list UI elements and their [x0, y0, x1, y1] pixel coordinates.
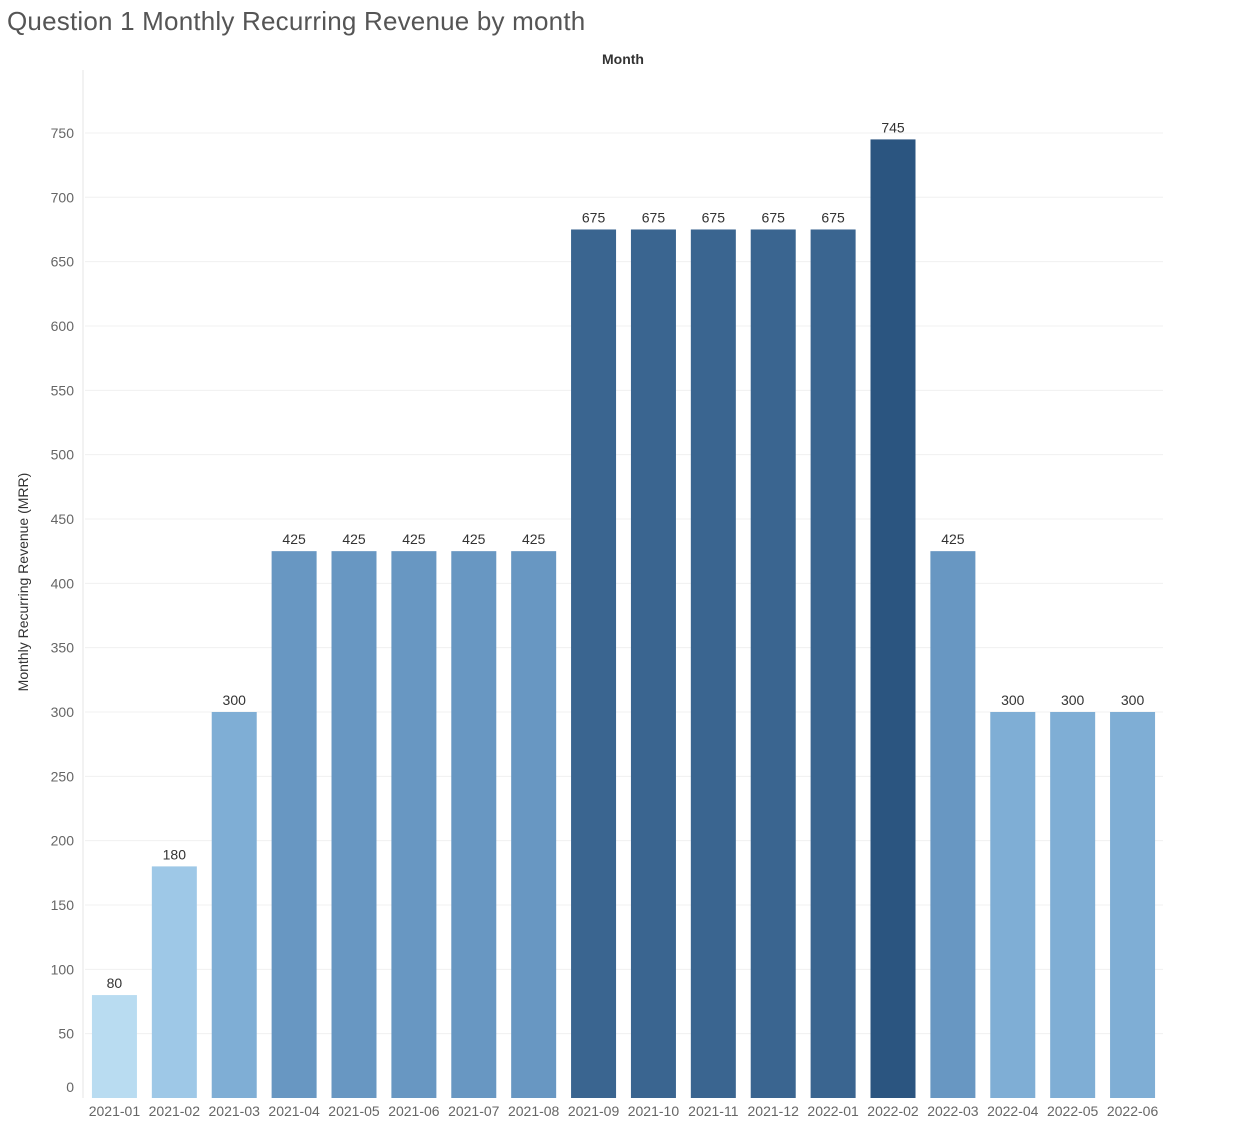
x-tick-label: 2021-10	[628, 1103, 680, 1119]
bars	[91, 139, 1156, 1099]
y-tick-label: 550	[51, 382, 75, 398]
y-tick-label: 300	[51, 704, 75, 720]
data-label-2021-01: 80	[107, 975, 123, 991]
x-tick-label: 2021-11	[688, 1103, 739, 1119]
bar-2021-03[interactable]	[211, 711, 257, 1098]
bar-2021-08[interactable]	[511, 551, 557, 1098]
data-label-2021-11: 675	[702, 209, 726, 225]
x-tick-label: 2021-07	[448, 1103, 500, 1119]
chart-title: Question 1 Monthly Recurring Revenue by …	[7, 6, 586, 36]
y-tick-label: 400	[51, 575, 75, 591]
y-tick-label: 50	[58, 1026, 74, 1042]
y-tick-label: 450	[51, 511, 75, 527]
y-axis-title: Monthly Recurring Revenue (MRR)	[15, 473, 31, 692]
bar-2021-02[interactable]	[151, 866, 197, 1098]
data-label-2022-02: 745	[881, 119, 905, 135]
x-tick-label: 2021-06	[388, 1103, 440, 1119]
data-label-2022-05: 300	[1061, 692, 1085, 708]
bar-2022-02[interactable]	[870, 139, 916, 1098]
bar-2022-03[interactable]	[930, 551, 976, 1098]
y-tick-label: 200	[51, 833, 75, 849]
x-tick-label: 2022-03	[927, 1103, 979, 1119]
x-tick-label: 2021-08	[508, 1103, 560, 1119]
data-label-2021-03: 300	[223, 692, 247, 708]
y-axis-ticks: 0 50 100 150 200 250 300 350 400 450 500 550 600 650 7…	[51, 125, 75, 1095]
data-label-2022-03: 425	[941, 531, 965, 547]
bar-2022-01[interactable]	[810, 229, 856, 1099]
x-tick-label: 2021-05	[328, 1103, 380, 1119]
y-tick-label: 500	[51, 447, 75, 463]
data-label-2021-10: 675	[642, 209, 666, 225]
data-labels: 80 180 300 425 425 425 425 425 675 675 675 675 675 74…	[107, 119, 1145, 991]
bar-2021-11[interactable]	[690, 229, 736, 1099]
bar-2021-01[interactable]	[91, 995, 137, 1098]
bar-2021-05[interactable]	[331, 551, 377, 1098]
bar-2021-09[interactable]	[571, 229, 617, 1099]
data-label-2022-01: 675	[821, 209, 845, 225]
data-label-2021-05: 425	[342, 531, 366, 547]
y-tick-label: 0	[66, 1079, 74, 1095]
y-tick-label: 250	[51, 768, 75, 784]
data-label-2021-04: 425	[282, 531, 306, 547]
y-tick-label: 700	[51, 189, 75, 205]
data-label-2021-06: 425	[402, 531, 426, 547]
x-tick-label: 2021-09	[568, 1103, 620, 1119]
y-tick-label: 650	[51, 254, 75, 270]
x-tick-label: 2022-01	[807, 1103, 859, 1119]
data-label-2021-12: 675	[762, 209, 786, 225]
x-tick-label: 2021-01	[89, 1103, 141, 1119]
x-tick-label: 2021-12	[748, 1103, 800, 1119]
y-tick-label: 750	[51, 125, 75, 141]
x-tick-label: 2022-02	[867, 1103, 919, 1119]
x-tick-label: 2021-03	[209, 1103, 261, 1119]
bar-2022-06[interactable]	[1110, 711, 1156, 1098]
data-label-2022-04: 300	[1001, 692, 1025, 708]
x-axis-ticks: 2021-01 2021-02 2021-03 2021-04 2021-05 2021-…	[89, 1103, 1159, 1119]
x-tick-label: 2022-06	[1107, 1103, 1159, 1119]
y-tick-label: 150	[51, 897, 75, 913]
x-axis-title: Month	[602, 51, 644, 67]
x-tick-label: 2021-04	[268, 1103, 320, 1119]
bar-2021-12[interactable]	[750, 229, 796, 1099]
bar-2021-04[interactable]	[271, 551, 317, 1098]
data-label-2021-02: 180	[163, 846, 187, 862]
data-label-2021-08: 425	[522, 531, 546, 547]
x-tick-label: 2022-05	[1047, 1103, 1099, 1119]
data-label-2022-06: 300	[1121, 692, 1145, 708]
bar-2021-07[interactable]	[451, 551, 497, 1098]
y-tick-label: 600	[51, 318, 75, 334]
y-tick-label: 100	[51, 961, 75, 977]
data-label-2021-09: 675	[582, 209, 606, 225]
x-tick-label: 2021-02	[149, 1103, 201, 1119]
gridlines	[85, 132, 1163, 1035]
bar-2021-10[interactable]	[630, 229, 676, 1099]
x-tick-label: 2022-04	[987, 1103, 1039, 1119]
bar-2022-05[interactable]	[1050, 711, 1096, 1098]
data-label-2021-07: 425	[462, 531, 486, 547]
bar-2022-04[interactable]	[990, 711, 1036, 1098]
y-tick-label: 350	[51, 640, 75, 656]
bar-2021-06[interactable]	[391, 551, 437, 1098]
